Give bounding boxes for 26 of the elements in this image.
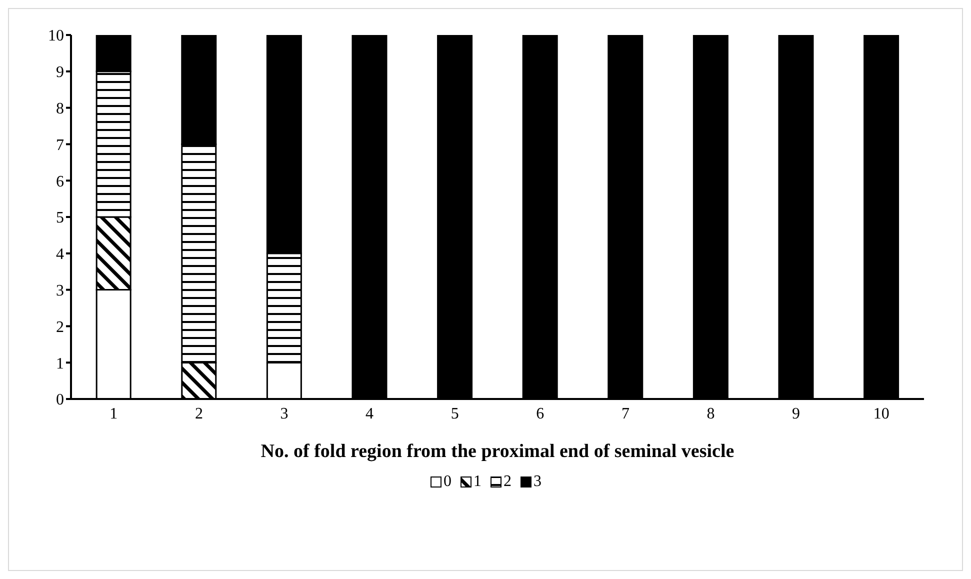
- legend-label: 2: [504, 473, 512, 491]
- y-tick-label: 5: [56, 210, 64, 227]
- y-tick-label: 1: [56, 355, 64, 372]
- y-tick-label: 7: [56, 136, 64, 154]
- x-tick-label: 7: [621, 405, 630, 422]
- y-tick-label: 9: [56, 64, 64, 82]
- y-tick-label: 8: [56, 100, 64, 118]
- y-tick-label: 3: [56, 282, 64, 300]
- x-tick-label: 3: [280, 405, 288, 422]
- x-tick-label: 8: [706, 405, 715, 422]
- legend-label: 1: [474, 473, 482, 491]
- y-tick-label: 4: [56, 246, 64, 264]
- x-tick-label: 6: [536, 405, 544, 422]
- y-tick-label: 10: [48, 28, 64, 45]
- y-tick-label: 0: [56, 392, 64, 409]
- x-tick-label: 1: [110, 405, 118, 422]
- x-tick-label: 10: [873, 405, 890, 422]
- y-tick-label: 6: [56, 173, 64, 190]
- y-tick-label: 2: [56, 318, 64, 336]
- x-tick-label: 4: [366, 405, 374, 422]
- x-tick-label: 5: [450, 405, 459, 422]
- x-axis-title: No. of fold region from the proximal end of seminal vesicle: [260, 441, 734, 462]
- x-tick-label: 2: [194, 405, 203, 422]
- legend-label: 3: [534, 473, 542, 491]
- x-tick-label: 9: [792, 405, 800, 422]
- legend-label: 0: [444, 473, 452, 491]
